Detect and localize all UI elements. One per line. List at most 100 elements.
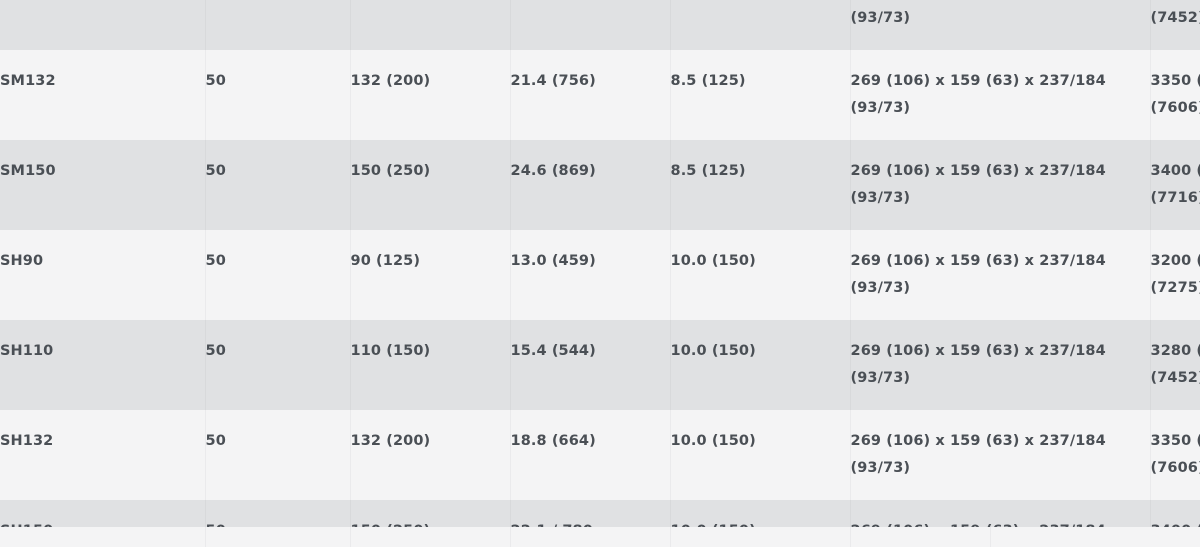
table-row[interactable]: SH90 50 90 (125) 13.0 (459) 10.0 (150) 2… [0, 230, 1200, 320]
cell-power: 132 (200) [350, 410, 511, 500]
cell-line: (93/73) [850, 10, 911, 26]
cell-weight: 3280 (7231) / 3380 (7452) [1150, 320, 1200, 410]
cell-model: SH110 [0, 320, 206, 410]
table-row[interactable]: SM150 50 150 (250) 24.6 (869) 8.5 (125) … [0, 140, 1200, 230]
cell-weight: (7452) [1150, 0, 1200, 50]
cell-line: 3400 (7496) / 3500 [1150, 163, 1200, 179]
cell-dimensions: 269 (106) x 159 (63) x 237/184 (93/73) [850, 140, 1151, 230]
cell-line: 110 (150) [350, 343, 431, 359]
cell-weight: 3400 (7496) / 3500 (7716) [1150, 140, 1200, 230]
column-separator [850, 527, 851, 547]
table-bottom-strip [0, 527, 1200, 547]
cell-line: 132 (200) [350, 73, 431, 89]
cell-line: 269 (106) x 159 (63) x 237/184 [850, 343, 1106, 359]
cell-pressure [670, 0, 851, 50]
cell-line: 150 (250) [350, 163, 431, 179]
cell-line: 269 (106) x 159 (63) x 237/184 [850, 73, 1106, 89]
cell-line: 24.6 (869) [510, 163, 596, 179]
cell-line: (7452) [1150, 370, 1200, 386]
cell-weight: 3350 (7385) / 3450 (7606) [1150, 410, 1200, 500]
cell-model: SH132 [0, 410, 206, 500]
cell-duty: 50 [205, 50, 351, 140]
cell-dimensions: (93/73) [850, 0, 1151, 50]
cell-power: 110 (150) [350, 320, 511, 410]
cell-flow: 13.0 (459) [510, 230, 671, 320]
cell-line: 269 (106) x 159 (63) x 237/184 [850, 433, 1106, 449]
cell-flow [510, 0, 671, 50]
cell-line: (7275) [1150, 280, 1200, 296]
cell-line: 3350 (7385) / 3450 [1150, 73, 1200, 89]
cell-model: SM132 [0, 50, 206, 140]
cell-line: 132 (200) [350, 433, 431, 449]
cell-line: (7716) [1150, 190, 1200, 206]
column-separator [350, 527, 351, 547]
cell-line: (7606) [1150, 100, 1200, 116]
cell-line: 50 [205, 343, 226, 359]
cell-dimensions: 269 (106) x 159 (63) x 237/184 (93/73) [850, 410, 1151, 500]
cell-line: 50 [205, 73, 226, 89]
cell-line: (7606) [1150, 460, 1200, 476]
cell-model: SM150 [0, 140, 206, 230]
cell-line: 8.5 (125) [670, 163, 746, 179]
cell-pressure: 10.0 (150) [670, 320, 851, 410]
cell-flow: 21.4 (756) [510, 50, 671, 140]
cell-line: SM150 [0, 163, 56, 179]
cell-line: 50 [205, 163, 226, 179]
cell-line: SH132 [0, 433, 54, 449]
cell-line: (93/73) [850, 100, 911, 116]
cell-power: 150 (250) [350, 140, 511, 230]
cell-duty: 50 [205, 230, 351, 320]
cell-duty: 50 [205, 320, 351, 410]
cell-line: (93/73) [850, 190, 911, 206]
cell-line: 3350 (7385) / 3450 [1150, 433, 1200, 449]
cell-line: (93/73) [850, 460, 911, 476]
cell-line: 269 (106) x 159 (63) x 237/184 [850, 163, 1106, 179]
cell-dimensions: 269 (106) x 159 (63) x 237/184 (93/73) [850, 50, 1151, 140]
cell-duty [205, 0, 351, 50]
column-separator [205, 527, 206, 547]
cell-flow: 18.8 (664) [510, 410, 671, 500]
cell-model [0, 0, 206, 50]
cell-dimensions: 269 (106) x 159 (63) x 237/184 (93/73) [850, 230, 1151, 320]
cell-weight: 3350 (7385) / 3450 (7606) [1150, 50, 1200, 140]
column-separator [510, 527, 511, 547]
cell-flow: 15.4 (544) [510, 320, 671, 410]
cell-line: SH110 [0, 343, 54, 359]
cell-line: 3280 (7231) / 3380 [1150, 343, 1200, 359]
cell-line: 18.8 (664) [510, 433, 596, 449]
cell-line: 13.0 (459) [510, 253, 596, 269]
cell-line: 10.0 (150) [670, 433, 756, 449]
cell-dimensions: 269 (106) x 159 (63) x 237/184 (93/73) [850, 320, 1151, 410]
cell-line: 50 [205, 433, 226, 449]
cell-line: 269 (106) x 159 (63) x 237/184 [850, 253, 1106, 269]
cell-pressure: 8.5 (125) [670, 50, 851, 140]
cell-power: 90 (125) [350, 230, 511, 320]
table-row[interactable]: SH132 50 132 (200) 18.8 (664) 10.0 (150)… [0, 410, 1200, 500]
cell-duty: 50 [205, 410, 351, 500]
table-row[interactable]: SH110 50 110 (150) 15.4 (544) 10.0 (150)… [0, 320, 1200, 410]
cell-line: 50 [205, 253, 226, 269]
table-row[interactable]: SM132 50 132 (200) 21.4 (756) 8.5 (125) … [0, 50, 1200, 140]
cell-line: (93/73) [850, 370, 911, 386]
cell-line: 90 (125) [350, 253, 421, 269]
cell-pressure: 10.0 (150) [670, 230, 851, 320]
cell-line: 10.0 (150) [670, 343, 756, 359]
cell-line: SH90 [0, 253, 44, 269]
cell-line: (7452) [1150, 10, 1200, 26]
cell-power [350, 0, 511, 50]
cell-line: 10.0 (150) [670, 253, 756, 269]
table-row[interactable]: (93/73) (7452) [0, 0, 1200, 50]
cell-line: 8.5 (125) [670, 73, 746, 89]
cell-weight: 3200 (7055) / 3300 (7275) [1150, 230, 1200, 320]
cell-flow: 24.6 (869) [510, 140, 671, 230]
cell-line: 15.4 (544) [510, 343, 596, 359]
cell-power: 132 (200) [350, 50, 511, 140]
cell-line: SM132 [0, 73, 56, 89]
cell-pressure: 8.5 (125) [670, 140, 851, 230]
column-separator [990, 527, 991, 547]
cell-model: SH90 [0, 230, 206, 320]
cell-duty: 50 [205, 140, 351, 230]
